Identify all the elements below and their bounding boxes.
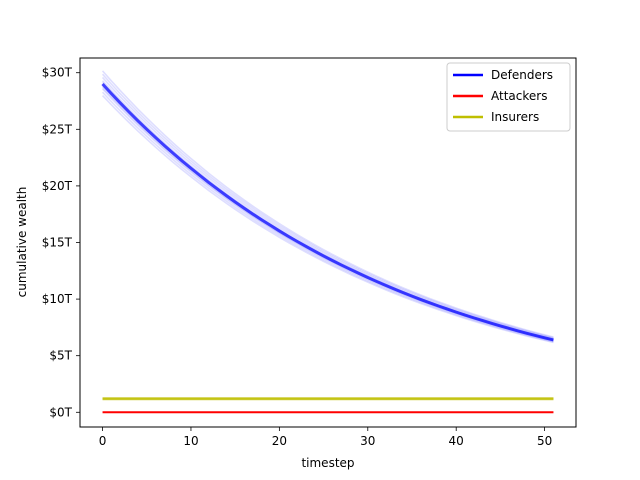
series-defenders-band-line	[101, 94, 554, 344]
series-insurers	[102, 397, 554, 401]
x-tick-label: 30	[360, 434, 375, 448]
legend-box	[446, 62, 571, 132]
series-defenders	[101, 70, 554, 344]
y-tick-label: $30T	[42, 66, 73, 80]
legend: Defenders Attackers Insurers	[446, 62, 571, 132]
legend-label-insurers: Insurers	[491, 110, 539, 124]
legend-label-defenders: Defenders	[491, 68, 553, 82]
x-axis-title: timestep	[301, 456, 354, 470]
y-tick-label: $5T	[49, 349, 72, 363]
series-defenders-band-line	[101, 76, 554, 340]
series-defenders-line	[101, 83, 554, 342]
x-tick-label: 0	[99, 434, 107, 448]
plot-area	[101, 70, 554, 414]
series-defenders-band-line	[101, 70, 554, 338]
y-tick-label: $0T	[49, 405, 72, 419]
y-tick-label: $25T	[42, 122, 73, 136]
y-axis-title: cumulative wealth	[15, 187, 29, 298]
x-tick-label: 40	[449, 434, 464, 448]
series-defenders-band-line	[101, 73, 554, 339]
y-tick-label: $15T	[42, 236, 73, 250]
x-axis: 0 10 20 30 40 50	[99, 427, 552, 448]
legend-label-attackers: Attackers	[491, 89, 547, 103]
x-tick-label: 50	[537, 434, 552, 448]
y-tick-label: $10T	[42, 292, 73, 306]
y-tick-label: $20T	[42, 179, 73, 193]
y-axis: $0T $5T $10T $15T $20T $25T $30T	[42, 66, 80, 419]
x-tick-label: 20	[272, 434, 287, 448]
series-defenders-band-line	[101, 91, 554, 343]
x-tick-label: 10	[183, 434, 198, 448]
